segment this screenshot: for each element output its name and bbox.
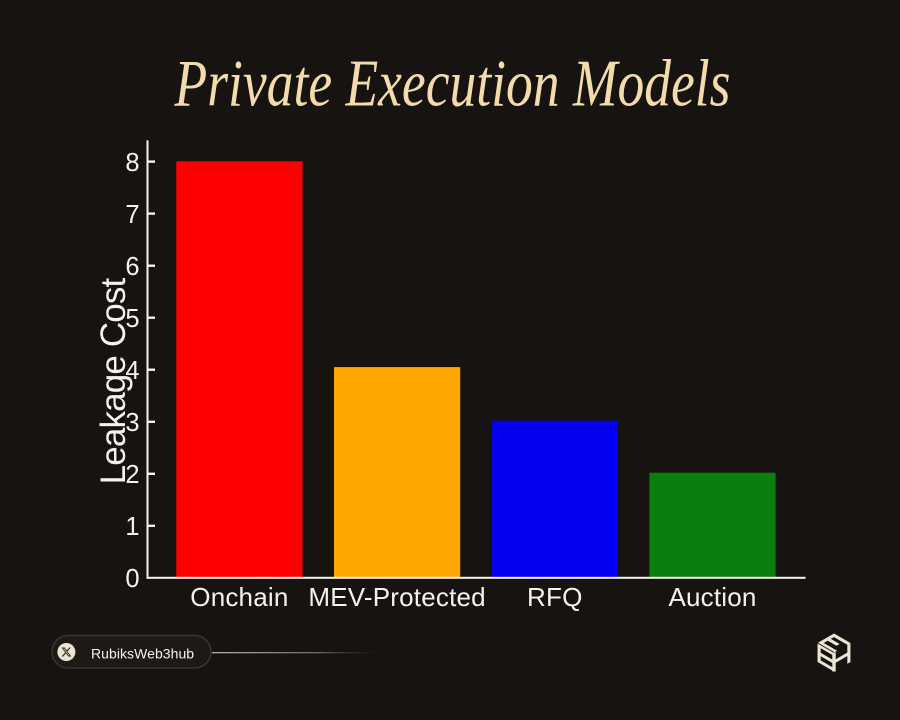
svg-text:RFQ: RFQ — [527, 582, 582, 612]
svg-text:Leakage Cost: Leakage Cost — [94, 277, 133, 484]
svg-text:MEV-Protected: MEV-Protected — [308, 582, 485, 612]
svg-text:0: 0 — [125, 565, 139, 593]
svg-text:8: 8 — [125, 149, 139, 177]
svg-text:RubiksWeb3hub: RubiksWeb3hub — [91, 645, 194, 661]
svg-text:4: 4 — [125, 357, 139, 385]
svg-text:6: 6 — [125, 253, 139, 281]
svg-text:1: 1 — [125, 513, 139, 541]
svg-text:7: 7 — [125, 201, 139, 229]
svg-text:Auction: Auction — [668, 582, 756, 612]
svg-text:2: 2 — [125, 461, 139, 489]
svg-text:5: 5 — [125, 305, 139, 333]
svg-text:Onchain: Onchain — [190, 582, 288, 612]
svg-text:Private Execution Models: Private Execution Models — [174, 48, 731, 121]
svg-text:3: 3 — [125, 409, 139, 437]
